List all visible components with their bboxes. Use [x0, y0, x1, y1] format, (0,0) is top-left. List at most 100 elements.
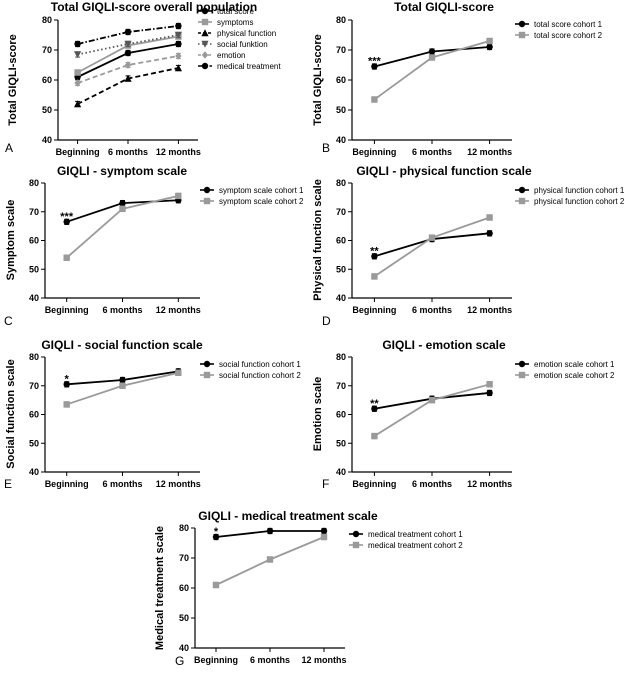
- legend-marker: [203, 371, 211, 379]
- y-axis-label: Physical function scale: [312, 179, 324, 301]
- y-tick-label: 50: [336, 438, 346, 448]
- data-point: [119, 205, 126, 213]
- legend-label: symptoms: [217, 18, 253, 27]
- legend: physical function cohort 1 physical funct…: [515, 186, 625, 206]
- x-tick-label: 12 months: [467, 305, 512, 315]
- y-axis-label: Medical treatment scale: [154, 526, 166, 650]
- legend-marker: [518, 360, 526, 368]
- legend-item: total score cohort 2: [515, 31, 603, 40]
- series-0: [212, 527, 328, 541]
- y-tick-label: 70: [42, 45, 52, 55]
- legend-marker: [518, 186, 526, 194]
- x-tick-label: 12 months: [156, 147, 201, 157]
- legend-marker: [518, 31, 526, 39]
- data-point: [266, 527, 274, 535]
- panel-letter: D: [322, 314, 331, 328]
- x-tick-label: 12 months: [467, 147, 512, 157]
- data-point: [63, 401, 70, 408]
- chart-title: GIQLI - emotion scale: [382, 338, 506, 352]
- legend-marker: [201, 29, 209, 37]
- y-tick-label: 70: [336, 207, 346, 217]
- series-1: [371, 381, 493, 440]
- legend-label: physical function cohort 1: [534, 186, 625, 195]
- data-point: [486, 381, 493, 388]
- data-point: [124, 28, 132, 36]
- legend-item: symptoms: [198, 18, 253, 27]
- legend-label: total score cohort 2: [534, 31, 603, 40]
- data-point: [486, 37, 493, 45]
- y-tick-label: 40: [336, 293, 346, 303]
- x-tick-label: Beginning: [352, 147, 396, 157]
- legend-marker: [352, 541, 360, 549]
- y-tick-label: 70: [336, 45, 346, 55]
- x-tick-label: 6 months: [108, 147, 148, 157]
- chart-panel-a: Total GIQLI-score overall populationTota…: [5, 0, 281, 157]
- data-point: [371, 96, 378, 103]
- data-point: [119, 382, 126, 389]
- x-tick-label: Beginning: [352, 305, 396, 315]
- legend-item: emotion: [198, 51, 245, 60]
- y-axis-label: Emotion scale: [312, 377, 324, 452]
- y-tick-label: 80: [336, 178, 346, 188]
- chart-panel-f: GIQLI - emotion scale Emotion scale F 40 50 6…: [312, 338, 615, 491]
- data-point: [371, 63, 378, 70]
- legend: symptom scale cohort 1 symptom scale coho…: [200, 186, 304, 206]
- data-point: [486, 389, 493, 397]
- panel-letter: C: [4, 314, 13, 328]
- legend-marker: [201, 7, 209, 15]
- chart-panel-c: GIQLI - symptom scale Symptom scale C 40 50 6…: [4, 164, 304, 328]
- series-4: [74, 52, 182, 87]
- y-tick-label: 50: [29, 264, 39, 274]
- legend-item: physical function: [198, 29, 276, 38]
- data-point: [174, 64, 182, 72]
- significance-marker: *: [214, 526, 219, 538]
- chart-panel-d: GIQLI - physical function scale Physical …: [312, 164, 625, 328]
- data-point: [124, 61, 132, 69]
- y-tick-label: 40: [336, 135, 346, 145]
- significance-marker: *: [65, 374, 70, 386]
- y-axis-label: Symptom scale: [5, 200, 17, 281]
- x-tick-label: Beginning: [56, 147, 100, 157]
- panel-letter: G: [175, 654, 184, 668]
- data-point: [63, 218, 70, 226]
- legend-marker: [518, 371, 526, 379]
- y-tick-label: 40: [29, 467, 39, 477]
- series-3: [74, 31, 182, 59]
- legend-item: total score cohort 1: [515, 20, 603, 29]
- data-point: [74, 79, 81, 87]
- panel-letter: E: [4, 477, 12, 491]
- data-point: [74, 51, 82, 59]
- data-point: [175, 40, 182, 48]
- significance-marker: **: [370, 398, 379, 410]
- data-point: [428, 48, 436, 55]
- data-point: [371, 432, 378, 440]
- legend: medical treatment cohort 1 medical treatm…: [349, 530, 463, 550]
- data-point: [119, 199, 126, 207]
- series-1: [63, 192, 182, 261]
- y-tick-label: 50: [42, 105, 52, 115]
- y-axis-label: Social function scale: [5, 359, 17, 468]
- chart-title: GIQLI - social function scale: [41, 338, 203, 352]
- legend-label: symptom scale cohort 2: [219, 197, 304, 206]
- x-tick-label: 6 months: [412, 305, 452, 315]
- data-point: [175, 192, 182, 200]
- data-point: [371, 253, 378, 260]
- data-point: [174, 31, 182, 39]
- x-tick-label: 12 months: [156, 305, 201, 315]
- legend-marker: [201, 18, 209, 26]
- legend-label: emotion scale cohort 1: [534, 360, 615, 369]
- legend-label: total score cohort 1: [534, 20, 603, 29]
- data-point: [486, 43, 493, 51]
- y-axis-label: Total GIQLI-score: [312, 34, 324, 125]
- legend: total score cohort 1 total score cohort 2: [515, 20, 603, 40]
- y-tick-label: 80: [29, 178, 39, 188]
- y-tick-label: 70: [29, 381, 39, 391]
- y-tick-label: 60: [336, 236, 346, 246]
- legend-item: medical treatment: [198, 62, 281, 71]
- legend-label: emotion scale cohort 2: [534, 371, 615, 380]
- y-tick-label: 50: [29, 438, 39, 448]
- legend-item: social funktion: [198, 40, 268, 49]
- data-point: [212, 533, 220, 541]
- legend-marker: [203, 360, 211, 368]
- legend-item: symptom scale cohort 2: [200, 197, 304, 206]
